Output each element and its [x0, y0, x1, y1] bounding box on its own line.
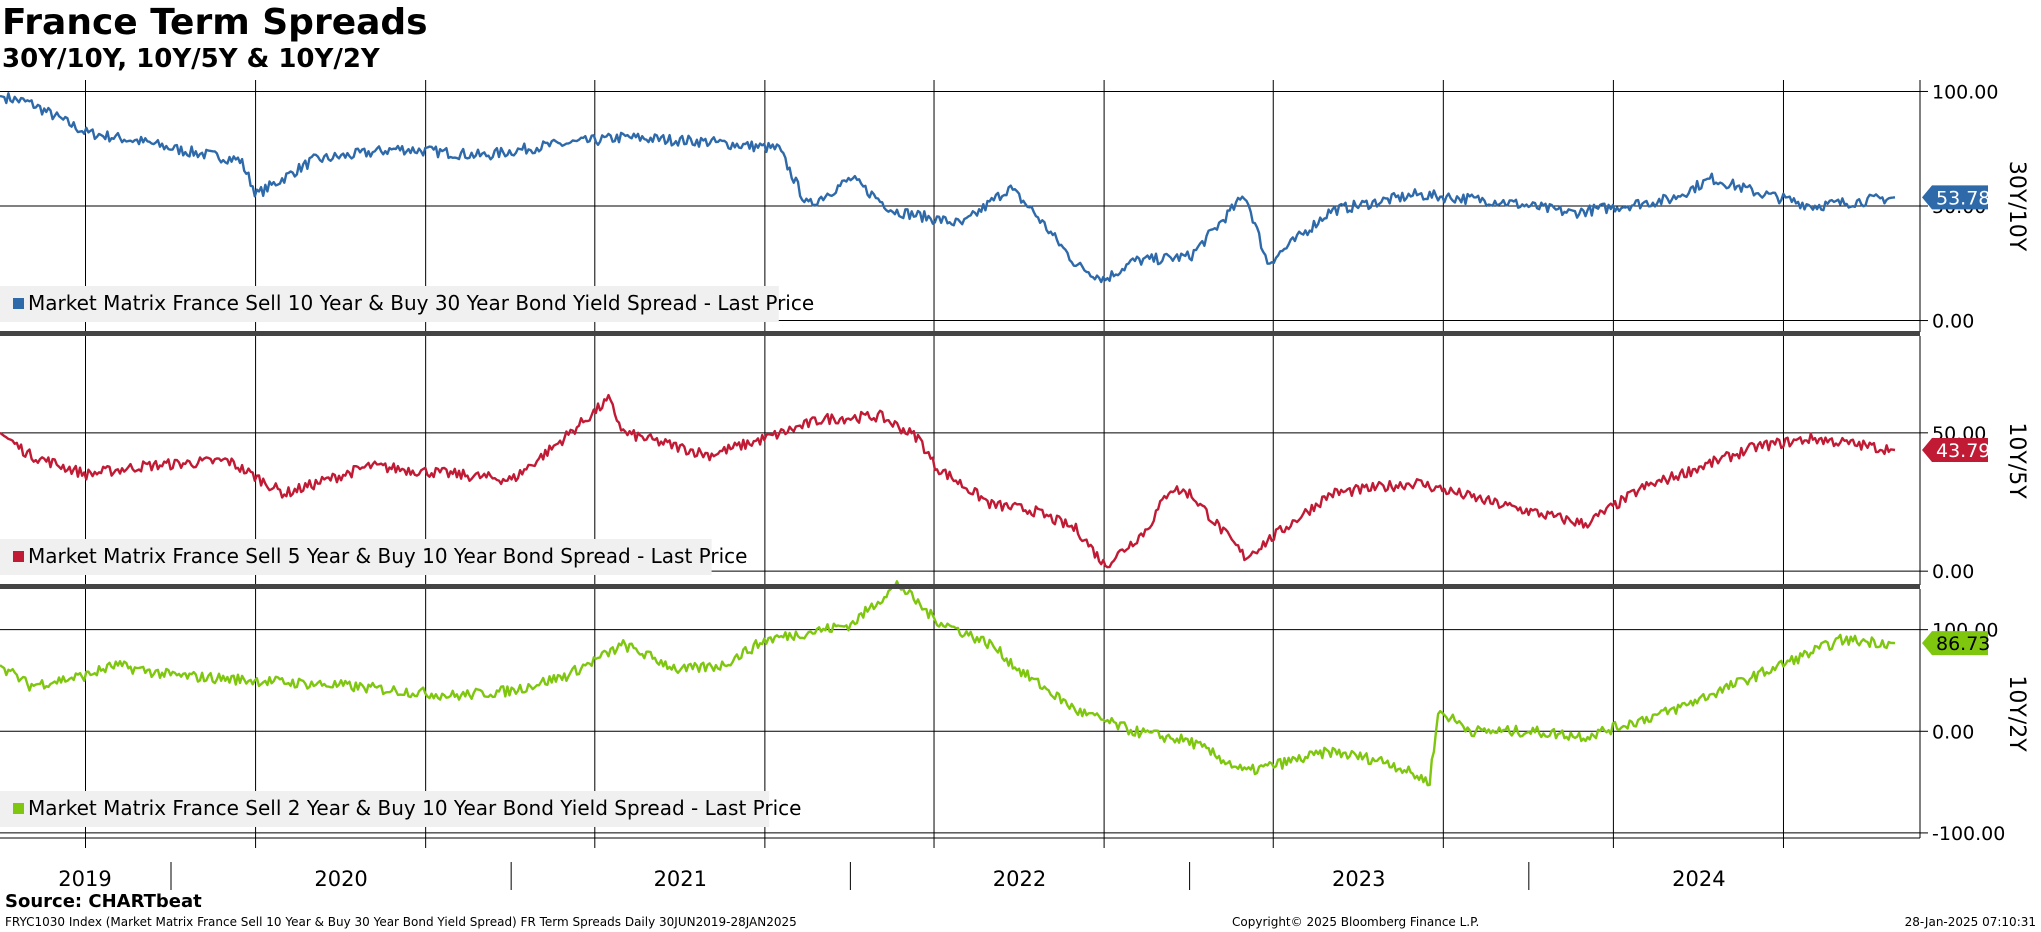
- x-tick-label: 2022: [993, 867, 1046, 891]
- x-tick-label: 2023: [1332, 867, 1385, 891]
- x-tick-label: 2021: [654, 867, 707, 891]
- y-tick-label: 100.00: [1932, 81, 1998, 103]
- legend-swatch: [13, 803, 24, 814]
- y-axis-label: 10Y/2Y: [2004, 675, 2029, 752]
- y-axis-label: 10Y/5Y: [2004, 422, 2029, 499]
- legend-box: [0, 286, 779, 322]
- legend-box: [0, 791, 770, 827]
- last-value-label: 43.79: [1936, 440, 1990, 462]
- last-value-label: 53.78: [1936, 187, 1990, 209]
- x-tick-label: 2020: [314, 867, 367, 891]
- last-value-tag: [1922, 631, 1988, 656]
- y-axis-label: 30Y/10Y: [2004, 161, 2029, 252]
- series-line: [0, 92, 1896, 284]
- panel-separator: [0, 584, 1920, 589]
- y-tick-label: 0.00: [1932, 721, 1974, 743]
- x-tick-label: 2024: [1672, 867, 1725, 891]
- legend-label: Market Matrix France Sell 10 Year & Buy …: [28, 291, 814, 315]
- last-value-tag: [1922, 438, 1988, 463]
- last-value-label: 86.73: [1936, 633, 1990, 655]
- footer-right: 28-Jan-2025 07:10:31: [1904, 915, 2036, 929]
- y-tick-label: -100.00: [1932, 823, 2005, 845]
- x-tick-label: 2019: [58, 867, 111, 891]
- series-line: [0, 393, 1896, 569]
- chart-subtitle: 30Y/10Y, 10Y/5Y & 10Y/2Y: [2, 44, 380, 74]
- legend-label: Market Matrix France Sell 2 Year & Buy 1…: [28, 796, 801, 820]
- legend-swatch: [13, 551, 24, 562]
- footer-center: Copyright© 2025 Bloomberg Finance L.P.: [1232, 915, 1480, 929]
- legend-label: Market Matrix France Sell 5 Year & Buy 1…: [28, 544, 747, 568]
- panel-separator: [0, 331, 1920, 336]
- chart-title: France Term Spreads: [2, 2, 428, 43]
- legend-box: [0, 539, 712, 575]
- legend-swatch: [13, 298, 24, 309]
- footer-left: FRYC1030 Index (Market Matrix France Sel…: [5, 915, 797, 929]
- source-label: Source: CHARTbeat: [5, 891, 202, 912]
- last-value-tag: [1922, 185, 1988, 210]
- y-tick-label: 0.00: [1932, 311, 1974, 333]
- series-line: [0, 580, 1896, 787]
- y-tick-label: 0.00: [1932, 561, 1974, 583]
